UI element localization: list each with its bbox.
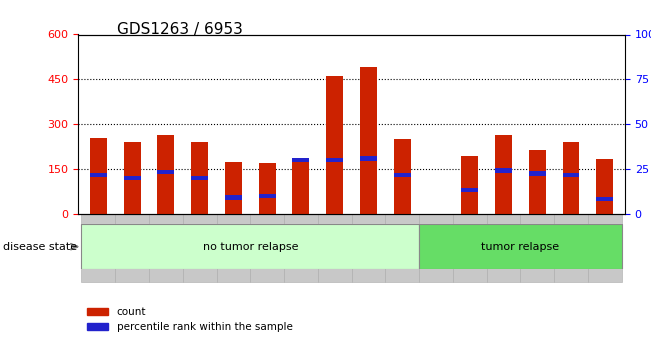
Bar [394, 173, 411, 177]
Bar [191, 176, 208, 180]
Bar [284, 214, 318, 282]
Bar [554, 214, 588, 282]
Bar [124, 176, 141, 180]
Bar [191, 142, 208, 214]
Bar [462, 156, 478, 214]
Text: GDS1263 / 6953: GDS1263 / 6953 [117, 22, 243, 37]
Bar [149, 214, 183, 282]
Bar [90, 173, 107, 177]
Bar [394, 139, 411, 214]
Bar [419, 224, 622, 269]
Bar [385, 214, 419, 282]
Bar [562, 173, 579, 177]
Bar [225, 161, 242, 214]
Bar [596, 159, 613, 214]
Bar [81, 224, 419, 269]
Bar [596, 197, 613, 201]
Bar [352, 214, 385, 282]
Bar [225, 195, 242, 199]
Bar [183, 214, 217, 282]
Bar [81, 214, 115, 282]
Text: tumor relapse: tumor relapse [481, 242, 559, 252]
Bar [292, 159, 309, 214]
Bar [495, 135, 512, 214]
Bar [326, 76, 343, 214]
Bar [250, 214, 284, 282]
Bar [462, 188, 478, 192]
Bar [453, 214, 486, 282]
Bar [360, 67, 377, 214]
Bar [90, 138, 107, 214]
Bar [588, 214, 622, 282]
Bar [529, 150, 546, 214]
Bar [217, 214, 250, 282]
Bar [318, 214, 352, 282]
Bar [158, 170, 174, 174]
Bar [562, 142, 579, 214]
Bar [115, 214, 149, 282]
Bar [529, 171, 546, 176]
Text: disease state: disease state [3, 242, 77, 252]
Bar [158, 135, 174, 214]
Bar [292, 158, 309, 162]
Bar [520, 214, 554, 282]
Bar [326, 158, 343, 162]
Bar [495, 168, 512, 172]
Bar [258, 163, 275, 214]
Bar [124, 142, 141, 214]
Bar [486, 214, 520, 282]
Legend: count, percentile rank within the sample: count, percentile rank within the sample [83, 303, 297, 336]
Bar [419, 214, 453, 282]
Bar [360, 157, 377, 161]
Bar [258, 194, 275, 198]
Text: no tumor relapse: no tumor relapse [202, 242, 298, 252]
